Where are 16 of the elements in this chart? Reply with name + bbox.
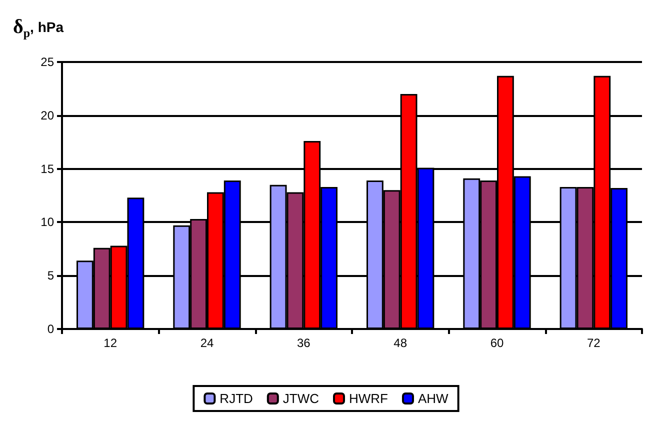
y-tick-label: 5 (47, 268, 54, 283)
x-tick-label: 72 (586, 336, 601, 350)
x-tick-label: 48 (394, 336, 408, 350)
y-tick-label: 0 (47, 322, 54, 336)
y-tick-label: 25 (40, 55, 54, 69)
legend-label: HWRF (349, 391, 388, 406)
y-tick-label: 20 (40, 108, 54, 122)
legend-label: JTWC (282, 391, 320, 406)
legend-label: AHW (418, 391, 450, 406)
x-tick-label: 12 (104, 336, 118, 350)
legend-label: RJTD (220, 391, 253, 406)
x-tick-label: 24 (200, 336, 214, 350)
x-tick-label: 60 (490, 336, 504, 350)
x-tick-label: 36 (296, 336, 311, 350)
y-tick-label: 15 (40, 162, 54, 176)
y-tick-label: 10 (40, 215, 54, 230)
